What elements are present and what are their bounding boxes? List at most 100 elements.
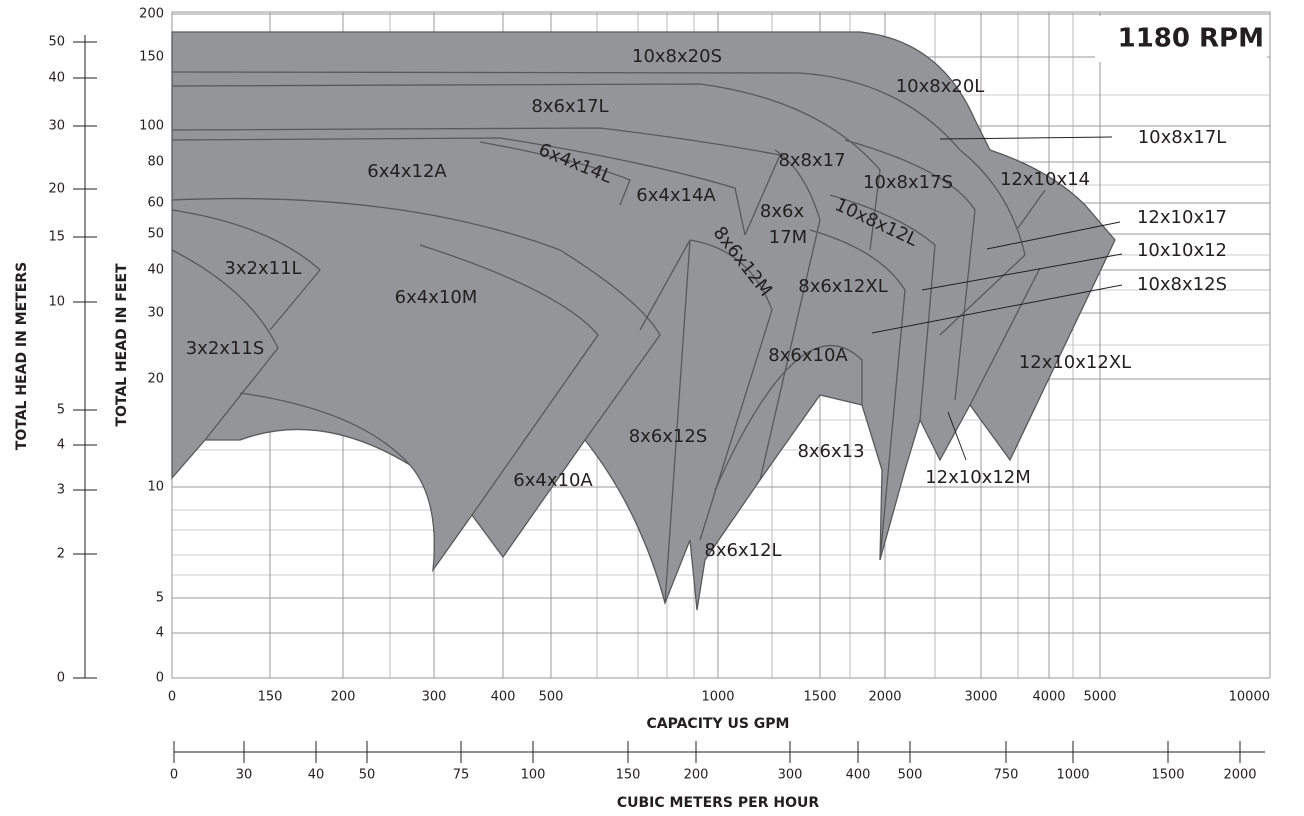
curve-line — [171, 249, 279, 441]
curve-label: 10x8x17L — [1138, 127, 1227, 148]
curve-label: 12x10x12M — [925, 467, 1031, 488]
feet-tick-label: 100 — [139, 119, 164, 134]
y-right-title: TOTAL HEAD IN FEET — [114, 263, 130, 427]
curve-label: 6x4x10A — [513, 470, 593, 491]
curve-line — [714, 344, 863, 491]
curve-line — [844, 139, 976, 401]
curve-label: 17M — [769, 227, 807, 248]
curve-label: 8x6x12S — [629, 426, 708, 447]
m3h-tick-label: 1000 — [1056, 768, 1089, 783]
curve-label: 12x10x17 — [1137, 207, 1227, 228]
curve-line — [171, 197, 661, 441]
m3h-tick-label: 30 — [236, 768, 253, 783]
m3h-tick-label: 300 — [778, 768, 803, 783]
curve-line — [939, 149, 1026, 336]
title-box — [1095, 16, 1267, 62]
feet-tick-label: 20 — [147, 372, 164, 387]
gpm-tick-label: 0 — [168, 690, 176, 705]
curve-label: 8x6x13 — [797, 441, 864, 462]
meters-tick-label: 30 — [48, 119, 65, 134]
feet-tick-label: 40 — [147, 263, 164, 278]
curve-label: 12x10x14 — [1000, 169, 1090, 190]
curve-label: 8x6x17L — [531, 96, 608, 117]
curve-line — [171, 71, 961, 151]
m3h-tick-label: 100 — [521, 768, 546, 783]
gpm-tick-label: 300 — [422, 690, 447, 705]
m3h-tick-label: 750 — [994, 768, 1019, 783]
m3h-tick-label: 1500 — [1151, 768, 1184, 783]
curve-line — [479, 141, 631, 206]
curve-line — [759, 149, 821, 481]
curve-label: 6x4x14A — [636, 185, 716, 206]
feet-tick-label: 150 — [139, 50, 164, 65]
curve-label: 12x10x12XL — [1019, 352, 1131, 373]
feet-tick-label: 80 — [147, 155, 164, 170]
feet-tick-label: 50 — [147, 227, 164, 242]
curve-line — [969, 267, 1041, 406]
curve-line — [419, 244, 599, 516]
curve-line — [171, 137, 746, 236]
gpm-tick-label: 150 — [258, 690, 283, 705]
m3h-tick-label: 400 — [846, 768, 871, 783]
meters-tick-label: 15 — [48, 230, 65, 245]
meters-tick-label: 2 — [57, 547, 65, 562]
curve-label: 3x2x11L — [224, 258, 301, 279]
feet-tick-label: 5 — [156, 591, 164, 606]
gpm-tick-label: 500 — [539, 690, 564, 705]
curve-line — [1017, 189, 1046, 229]
feet-tick-label: 200 — [139, 7, 164, 22]
curve-label: 8x6x12XL — [798, 276, 887, 297]
gpm-tick-label: 1000 — [701, 690, 734, 705]
leader-line — [871, 284, 1123, 334]
curve-label: 8x6x12L — [704, 540, 781, 561]
meters-tick-label: 50 — [48, 35, 65, 50]
gpm-tick-label: 4000 — [1032, 690, 1065, 705]
x2-title: CUBIC METERS PER HOUR — [617, 795, 819, 811]
leader-line — [939, 136, 1113, 140]
feet-tick-label: 30 — [147, 306, 164, 321]
leader-line — [986, 221, 1121, 250]
gpm-tick-label: 5000 — [1083, 690, 1116, 705]
curve-label: 10x8x12S — [1137, 274, 1227, 295]
curve-line — [171, 209, 321, 331]
curve-label: 6x4x10M — [395, 287, 478, 308]
m3h-tick-label: 0 — [170, 768, 178, 783]
leader-line — [921, 253, 1123, 291]
meters-tick-label: 4 — [57, 438, 65, 453]
curve-line — [171, 127, 781, 236]
meters-tick-label: 20 — [48, 182, 65, 197]
curve-line — [239, 392, 411, 466]
m3h-tick-label: 200 — [684, 768, 709, 783]
curve-label: 10x8x20S — [632, 46, 722, 67]
meters-tick-label: 0 — [57, 671, 65, 686]
feet-tick-label: 4 — [156, 626, 164, 641]
gpm-tick-label: 400 — [491, 690, 516, 705]
curve-label: 10x8x17S — [863, 172, 953, 193]
curve-line — [171, 83, 881, 251]
gpm-tick-label: 10000 — [1229, 690, 1270, 705]
m3h-tick-label: 2000 — [1223, 768, 1256, 783]
gpm-tick-label: 200 — [331, 690, 356, 705]
curve-label: 8x6x10A — [768, 345, 848, 366]
curve-line — [829, 194, 936, 421]
meters-tick-label: 10 — [48, 295, 65, 310]
meters-tick-label: 40 — [48, 71, 65, 86]
curve-label: 10x8x20L — [896, 76, 985, 97]
curve-label: 8x8x17 — [778, 150, 845, 171]
curve-label: 6x4x12A — [367, 161, 447, 182]
m3h-tick-label: 500 — [898, 768, 923, 783]
meters-tick-label: 5 — [57, 403, 65, 418]
curve-lines — [171, 71, 1046, 604]
x-title: CAPACITY US GPM — [647, 716, 790, 732]
m3h-tick-label: 50 — [359, 768, 376, 783]
gpm-tick-label: 2000 — [868, 690, 901, 705]
gpm-tick-label: 3000 — [964, 690, 997, 705]
leader-lines — [871, 136, 1123, 461]
gpm-tick-label: 1500 — [803, 690, 836, 705]
feet-tick-label: 60 — [147, 196, 164, 211]
feet-tick-label: 0 — [156, 671, 164, 686]
curve-label: 10x10x12 — [1137, 240, 1227, 261]
m3h-tick-label: 40 — [308, 768, 325, 783]
chart-title: 1180 RPM — [1118, 24, 1264, 54]
